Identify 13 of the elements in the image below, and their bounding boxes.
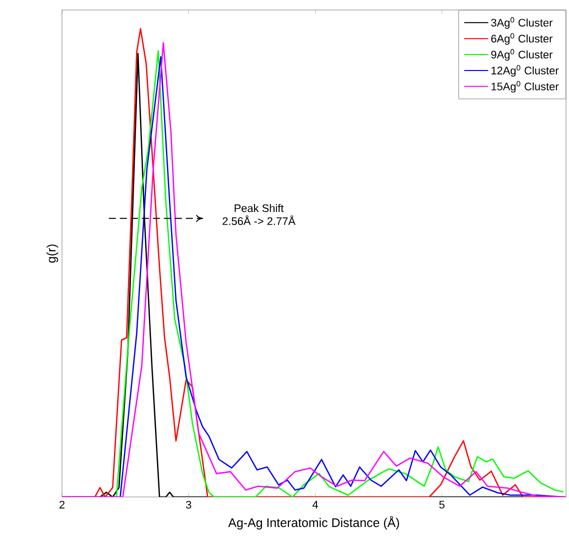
legend-label: 15Ag$^{0}$ Cluster (492, 80, 559, 93)
legend-label: 12Ag$^{0}$ Cluster (492, 65, 559, 77)
x-tick-label: 3 (186, 500, 192, 509)
annotation: Peak Shift (234, 204, 284, 212)
legend-label: 9Ag$^{0}$ Cluster (491, 49, 553, 61)
legend-label: 6Ag$^{0}$ Cluster (491, 33, 553, 45)
x-tick-label: 4 (312, 500, 318, 508)
x-tick-label: 5 (439, 500, 444, 508)
annotation: 2.56Å -> 2.77Å (222, 215, 296, 226)
x-axis-title: Ag-Ag Interatomic Distance (Å) (228, 516, 400, 530)
y-axis-title: g(r) (46, 244, 58, 263)
legend-label: 3Ag$^{0}$ Cluster (491, 17, 553, 29)
x-tick-label: 2 (60, 500, 65, 508)
